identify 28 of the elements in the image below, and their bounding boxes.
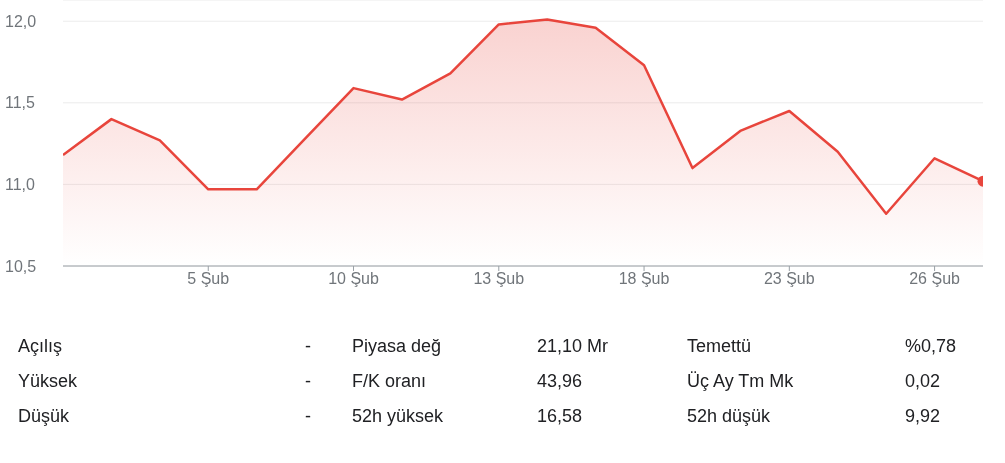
text: 52h yüksek xyxy=(352,406,444,427)
text: - xyxy=(305,406,311,427)
text: %0,78 xyxy=(905,336,957,357)
y-tick-label: 11,5 xyxy=(5,94,36,112)
y-tick-label: 11,0 xyxy=(5,176,36,194)
x-tick-label: 26 Şub xyxy=(909,270,961,288)
y-tick-label: 12,0 xyxy=(5,12,37,30)
text: Düşük xyxy=(18,406,70,427)
y-tick-label: 10,5 xyxy=(5,257,37,275)
text: 9,92 xyxy=(905,406,941,427)
text: - xyxy=(305,336,311,357)
text: Açılış xyxy=(18,336,63,357)
x-tick-label: 5 Şub xyxy=(187,270,230,288)
text: 16,58 xyxy=(537,406,583,427)
text: Yüksek xyxy=(18,371,78,392)
text: F/K oranı xyxy=(352,371,427,392)
text: - xyxy=(305,371,311,392)
text: 43,96 xyxy=(537,371,583,392)
x-tick-label: 18 Şub xyxy=(618,270,670,288)
x-tick-label: 10 Şub xyxy=(328,270,379,288)
text: Piyasa değ xyxy=(352,336,442,357)
text: 21,10 Mr xyxy=(537,336,609,357)
text: 0,02 xyxy=(905,371,941,392)
text: Üç Ay Tm Mk xyxy=(687,371,794,392)
text: Temettü xyxy=(687,336,752,357)
x-tick-label: 13 Şub xyxy=(473,270,525,288)
x-tick-label: 23 Şub xyxy=(763,270,815,288)
text: 52h düşük xyxy=(687,406,771,427)
